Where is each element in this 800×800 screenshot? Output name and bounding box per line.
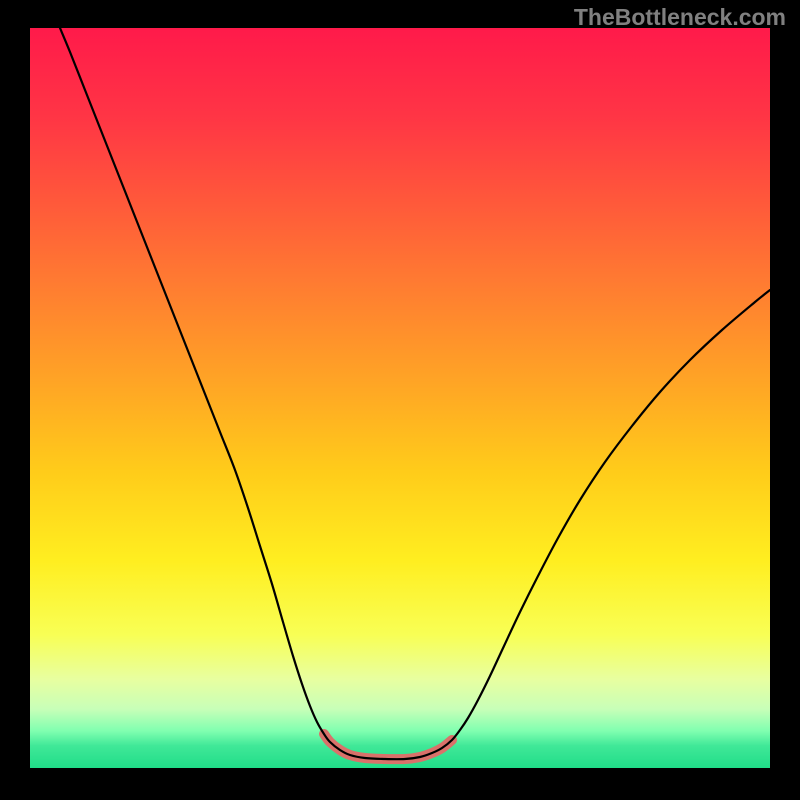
gradient-background: [30, 28, 770, 768]
plot-svg: [30, 28, 770, 768]
watermark-text: TheBottleneck.com: [574, 4, 786, 31]
plot-area: [30, 28, 770, 768]
